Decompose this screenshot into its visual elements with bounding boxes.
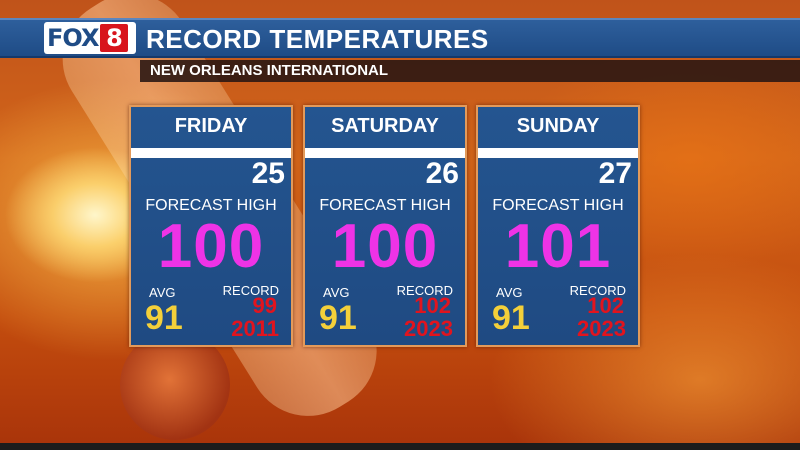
fox8-logo: FOX 8: [44, 22, 136, 54]
record-value: 102: [587, 293, 624, 318]
location-subtitle: NEW ORLEANS INTERNATIONAL: [150, 62, 389, 79]
record-value: 102: [414, 293, 451, 318]
logo-fox-text: FOX: [47, 24, 99, 52]
forecast-high-value: 100: [157, 212, 265, 281]
record-label: RECORD: [569, 283, 626, 298]
divider: [478, 148, 638, 158]
avg-label: AVG: [496, 285, 523, 300]
record-label: RECORD: [396, 283, 453, 298]
day-card-saturday: SATURDAY 26 FORECAST HIGH 100 AVG 91 REC…: [303, 105, 467, 347]
record-year: 2023: [404, 316, 453, 341]
day-name: FRIDAY: [174, 115, 248, 137]
forecast-high-label: FORECAST HIGH: [319, 197, 451, 214]
forecast-high-value: 100: [331, 212, 439, 281]
day-name: SATURDAY: [331, 115, 439, 137]
forecast-high-label: FORECAST HIGH: [145, 197, 277, 214]
record-year: 2011: [231, 316, 279, 341]
avg-value: 91: [145, 299, 183, 337]
forecast-high-label: FORECAST HIGH: [492, 197, 624, 214]
subtitle-bar: [140, 60, 800, 82]
thermometer-bulb: [120, 330, 230, 440]
record-year: 2023: [577, 316, 626, 341]
page-title: RECORD TEMPERATURES: [146, 24, 489, 54]
avg-value: 91: [492, 299, 530, 337]
day-card-sunday: SUNDAY 27 FORECAST HIGH 101 AVG 91 RECOR…: [476, 105, 640, 347]
day-name: SUNDAY: [516, 115, 600, 137]
avg-value: 91: [319, 299, 357, 337]
avg-label: AVG: [149, 285, 176, 300]
record-label: RECORD: [222, 283, 279, 298]
avg-label: AVG: [323, 285, 350, 300]
day-date: 26: [425, 157, 459, 190]
bottom-frame-border: [0, 443, 800, 450]
day-date: 25: [251, 157, 285, 190]
divider: [131, 148, 291, 158]
forecast-high-value: 101: [504, 212, 612, 281]
day-card-friday: FRIDAY 25 FORECAST HIGH 100 AVG 91 RECOR…: [129, 105, 293, 347]
record-value: 99: [252, 293, 277, 318]
day-date: 27: [598, 157, 632, 190]
divider: [305, 148, 465, 158]
logo-eight-badge: 8: [100, 24, 129, 52]
